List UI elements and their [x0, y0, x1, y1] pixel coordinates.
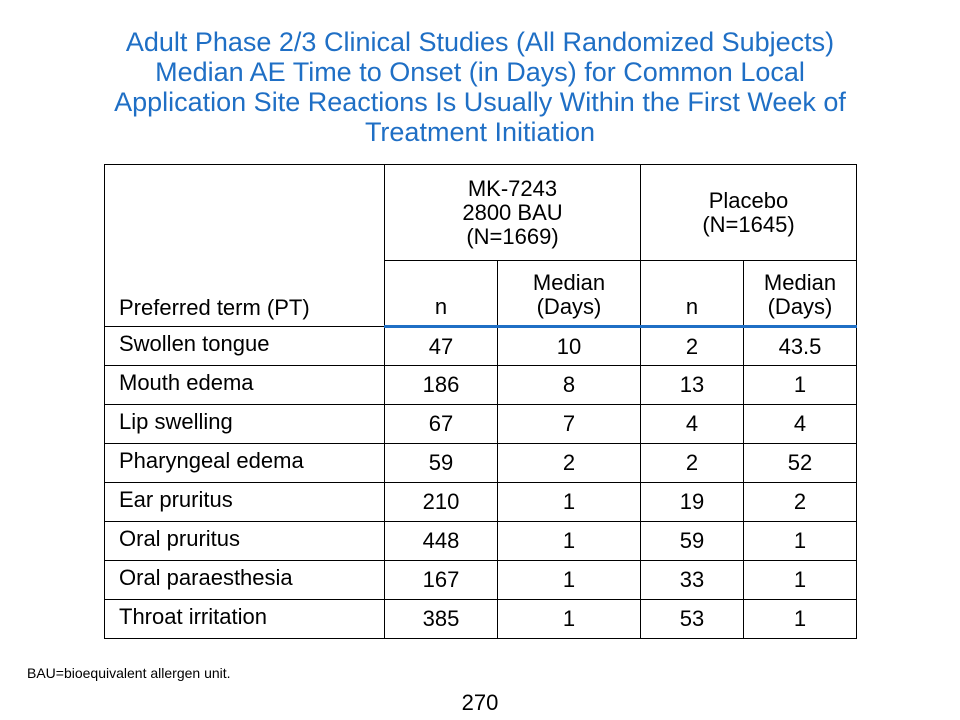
title-line-3: Application Site Reactions Is Usually Wi…	[114, 87, 846, 117]
table-row: Oral paraesthesia 167 1 33 1	[104, 560, 857, 600]
table-row: Throat irritation 385 1 53 1	[104, 599, 857, 639]
row-mk-n: 385	[384, 599, 498, 639]
row-pl-median: 52	[743, 443, 857, 483]
row-term: Mouth edema	[104, 365, 385, 405]
row-pl-median: 2	[743, 482, 857, 522]
footnote: BAU=bioequivalent allergen unit.	[27, 665, 231, 681]
row-mk-median: 10	[497, 326, 641, 366]
row-pl-median: 1	[743, 599, 857, 639]
header-mk7243-n: (N=1669)	[466, 223, 559, 249]
title-line-1: Adult Phase 2/3 Clinical Studies (All Ra…	[125, 27, 835, 57]
subheader-pl-median-line1: Median	[763, 270, 837, 295]
subheader-mk-median-line1: Median	[532, 270, 606, 295]
row-mk-median: 7	[497, 404, 641, 444]
header-placebo-name: Placebo	[708, 187, 789, 213]
subheader-mk-median: Median (Days)	[497, 260, 641, 328]
row-mk-n: 167	[384, 560, 498, 600]
row-mk-n: 47	[384, 326, 498, 366]
header-mk7243-dose: 2800 BAU	[462, 199, 563, 225]
row-pl-n: 19	[640, 482, 744, 522]
subheader-mk-n: n	[384, 260, 498, 328]
row-mk-n: 448	[384, 521, 498, 561]
header-mk7243: MK-7243 2800 BAU (N=1669)	[384, 164, 641, 261]
row-pl-n: 4	[640, 404, 744, 444]
row-mk-median: 1	[497, 482, 641, 522]
header-placebo-n: (N=1645)	[702, 211, 795, 237]
row-pl-n: 2	[640, 326, 744, 366]
row-pl-median: 4	[743, 404, 857, 444]
row-mk-n: 186	[384, 365, 498, 405]
table-row: Oral pruritus 448 1 59 1	[104, 521, 857, 561]
row-term: Throat irritation	[104, 599, 385, 639]
subheader-pl-median-line2: (Days)	[767, 294, 833, 319]
row-mk-n: 59	[384, 443, 498, 483]
row-mk-n: 210	[384, 482, 498, 522]
header-preferred-term: Preferred term (PT)	[104, 164, 385, 327]
onset-table: Preferred term (PT) MK-7243 2800 BAU (N=…	[104, 164, 857, 639]
row-pl-n: 2	[640, 443, 744, 483]
table-row: Mouth edema 186 8 13 1	[104, 365, 857, 405]
subheader-pl-median: Median (Days)	[743, 260, 857, 328]
row-mk-median: 2	[497, 443, 641, 483]
row-mk-median: 1	[497, 521, 641, 561]
row-term: Ear pruritus	[104, 482, 385, 522]
row-pl-median: 1	[743, 560, 857, 600]
row-mk-n: 67	[384, 404, 498, 444]
row-pl-n: 33	[640, 560, 744, 600]
row-pl-n: 59	[640, 521, 744, 561]
row-pl-median: 43.5	[743, 326, 857, 366]
row-term: Lip swelling	[104, 404, 385, 444]
row-pl-median: 1	[743, 521, 857, 561]
table-header-row: Preferred term (PT) MK-7243 2800 BAU (N=…	[104, 164, 857, 327]
title-line-2: Median AE Time to Onset (in Days) for Co…	[155, 57, 805, 87]
row-term: Pharyngeal edema	[104, 443, 385, 483]
table-row: Ear pruritus 210 1 19 2	[104, 482, 857, 522]
slide-title: Adult Phase 2/3 Clinical Studies (All Ra…	[30, 27, 930, 147]
table-row: Pharyngeal edema 59 2 2 52	[104, 443, 857, 483]
table-row: Lip swelling 67 7 4 4	[104, 404, 857, 444]
row-pl-median: 1	[743, 365, 857, 405]
row-term: Swollen tongue	[104, 326, 385, 366]
title-line-4: Treatment Initiation	[364, 117, 596, 147]
page-number: 270	[461, 690, 499, 715]
row-mk-median: 1	[497, 560, 641, 600]
subheader-mk-median-line2: (Days)	[536, 294, 602, 319]
row-term: Oral pruritus	[104, 521, 385, 561]
row-mk-median: 8	[497, 365, 641, 405]
row-pl-n: 53	[640, 599, 744, 639]
table-row: Swollen tongue 47 10 2 43.5	[104, 326, 857, 366]
header-placebo: Placebo (N=1645)	[640, 164, 857, 261]
table-subheader-row: n Median (Days) n Median (Days)	[105, 260, 857, 328]
header-mk7243-name: MK-7243	[467, 175, 558, 201]
row-term: Oral paraesthesia	[104, 560, 385, 600]
row-pl-n: 13	[640, 365, 744, 405]
subheader-pl-n: n	[640, 260, 744, 328]
row-mk-median: 1	[497, 599, 641, 639]
